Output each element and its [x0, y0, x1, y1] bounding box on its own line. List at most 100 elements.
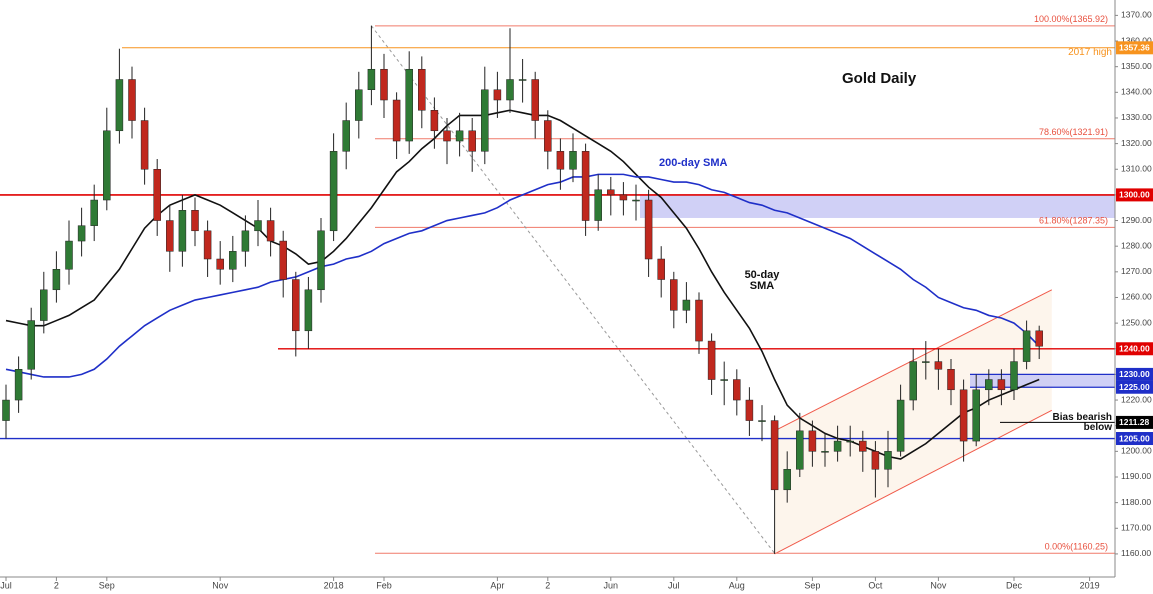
candle-body: [833, 440, 842, 452]
candle-body: [191, 210, 199, 232]
candle-body: [380, 68, 388, 101]
y-tick-label: 1310.00: [1121, 164, 1152, 174]
candle-body: [468, 130, 476, 152]
candle-body: [77, 225, 86, 242]
candle-body: [846, 440, 854, 443]
candle-body: [720, 379, 728, 381]
level-tag: [1116, 41, 1153, 55]
candle-body: [871, 451, 880, 470]
candle-body: [619, 194, 628, 201]
x-tick-label: Feb: [376, 580, 392, 590]
candle-body: [418, 68, 426, 111]
y-tick-label: 1280.00: [1121, 240, 1152, 250]
fib-label: 0.00%(1160.25): [1045, 542, 1108, 552]
candle-body: [254, 220, 262, 232]
level-tag: [1116, 188, 1153, 202]
candle-body: [292, 279, 300, 332]
candle-body: [481, 89, 489, 152]
candle-body: [997, 379, 1006, 391]
level-tag-label: 1205.00: [1119, 433, 1150, 443]
candle-body: [52, 269, 61, 291]
candle-body: [922, 361, 930, 363]
candle-body: [241, 230, 250, 252]
y-tick-label: 1370.00: [1121, 10, 1152, 20]
candle-body: [934, 361, 943, 370]
candle-body: [166, 220, 174, 252]
candle-body: [796, 430, 804, 470]
y-tick-label: 1180.00: [1121, 497, 1151, 507]
x-tick-label: Jul: [668, 580, 680, 590]
sma200-label: 200-day SMA: [659, 157, 728, 169]
candle-body: [266, 220, 275, 242]
y-tick-label: 1350.00: [1121, 61, 1152, 71]
candle-body: [644, 199, 653, 260]
candle-body: [279, 240, 287, 280]
fib-label: 78.60%(1321.91): [1039, 127, 1108, 137]
candle-body: [14, 369, 23, 401]
candle-body: [745, 399, 754, 421]
candle-body: [140, 120, 149, 170]
candle-body: [569, 151, 577, 170]
candle-body: [733, 379, 741, 401]
level-tag-label: 1357.36: [1119, 43, 1150, 53]
x-tick-label: Sep: [804, 580, 820, 590]
resistance-zone: [640, 194, 1115, 218]
candle-body: [317, 230, 325, 291]
candle-body: [909, 361, 917, 401]
candle-body: [27, 320, 35, 370]
candle-body: [632, 199, 640, 202]
fib-diagonal: [371, 25, 775, 554]
candle-body: [367, 68, 376, 91]
fib-label: 100.00%(1365.92): [1034, 14, 1108, 24]
sma-line: [5, 173, 1040, 378]
candle-body: [707, 340, 716, 380]
candle-body: [556, 151, 565, 170]
candle-body: [1035, 330, 1043, 347]
y-tick-label: 1330.00: [1121, 112, 1152, 122]
x-tick-label: Oct: [868, 580, 883, 590]
candle-body: [65, 240, 73, 270]
y-tick-label: 1190.00: [1121, 471, 1151, 481]
y-tick-label: 1270.00: [1121, 266, 1152, 276]
bias-note: Bias bearish below: [1052, 412, 1112, 433]
y-axis-bg: [1115, 0, 1153, 594]
candle-body: [594, 189, 602, 221]
level-tag: [1116, 415, 1153, 429]
sma-line: [5, 109, 1040, 460]
candle-body: [455, 130, 464, 142]
level-tag-label: 1225.00: [1119, 382, 1150, 392]
candle-body: [40, 289, 48, 321]
candle-body: [607, 189, 615, 196]
x-tick-label: 2: [545, 580, 550, 590]
x-tick-label: Sep: [99, 580, 115, 590]
y-tick-label: 1160.00: [1121, 548, 1151, 558]
candle-body: [783, 469, 791, 491]
high-note: 2017 high: [1068, 47, 1112, 58]
candle-body: [329, 151, 338, 232]
y-tick-label: 1320.00: [1121, 138, 1152, 148]
candle-body: [506, 79, 514, 101]
candle-body: [229, 251, 237, 270]
y-tick-label: 1250.00: [1121, 317, 1152, 327]
candle-body: [670, 279, 678, 311]
sma50-label: 50-day SMA: [744, 269, 780, 292]
candle-body: [405, 68, 413, 142]
candle-body: [758, 420, 766, 422]
candle-body: [859, 440, 867, 452]
y-tick-label: 1170.00: [1121, 523, 1151, 533]
support-zone: [970, 374, 1115, 388]
x-tick-label: Apr: [490, 580, 504, 590]
x-tick-label: Nov: [930, 580, 947, 590]
chart-title: Gold Daily: [842, 70, 917, 87]
candle-body: [821, 451, 829, 453]
candle-body: [2, 399, 10, 421]
y-tick-label: 1220.00: [1121, 394, 1152, 404]
x-tick-label: Jul: [0, 580, 12, 590]
candle-body: [128, 79, 136, 121]
candle-body: [884, 451, 892, 470]
level-tag: [1116, 380, 1153, 394]
candle-body: [518, 79, 527, 81]
candle-body: [947, 369, 955, 391]
x-tick-label: 2019: [1080, 580, 1100, 590]
y-tick-label: 1340.00: [1121, 87, 1152, 97]
